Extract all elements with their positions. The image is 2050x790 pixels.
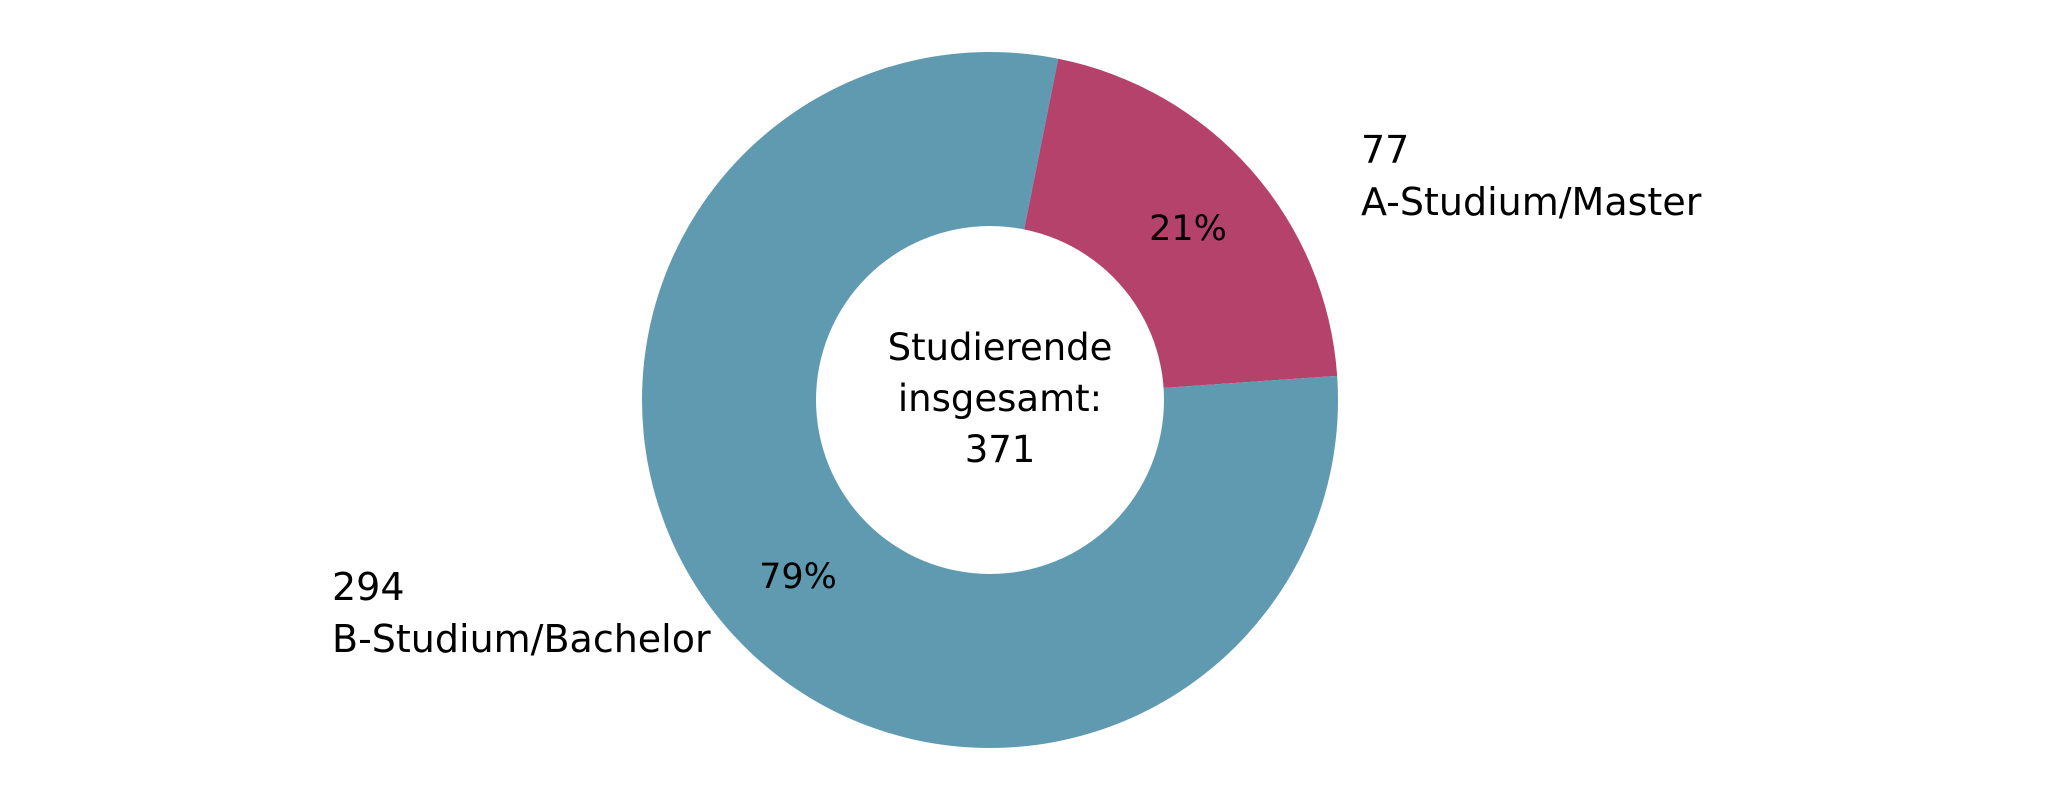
center-label: Studierende insgesamt: 371	[888, 326, 1113, 471]
donut-hole	[816, 226, 1164, 574]
callout-master-label: A-Studium/Master	[1361, 180, 1702, 224]
center-label-line-2: insgesamt:	[898, 377, 1102, 420]
callout-bachelor: 294 B-Studium/Bachelor	[332, 565, 711, 661]
callout-bachelor-label: B-Studium/Bachelor	[332, 617, 711, 661]
center-label-line-1: Studierende	[888, 326, 1113, 369]
callout-master-value: 77	[1361, 128, 1409, 172]
center-label-line-3: 371	[965, 428, 1036, 471]
callout-bachelor-value: 294	[332, 565, 405, 609]
slice-master-percent: 21%	[1149, 209, 1227, 249]
slice-bachelor-percent: 79%	[759, 557, 837, 597]
callout-master: 77 A-Studium/Master	[1361, 128, 1702, 224]
